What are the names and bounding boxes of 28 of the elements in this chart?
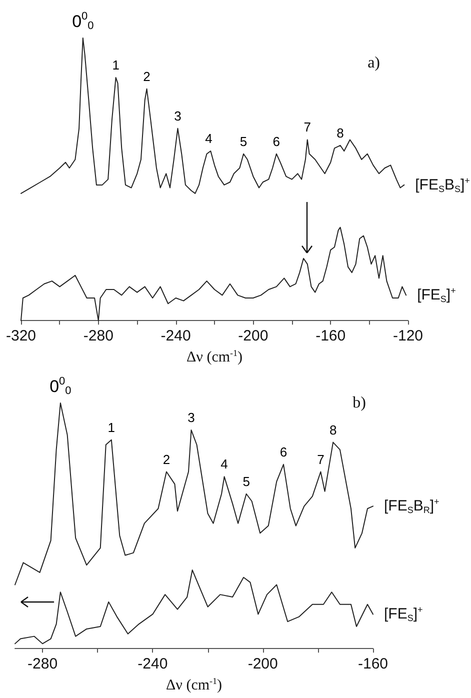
x-tick-label: -240 [160,328,191,345]
x-tick-label: -280 [28,656,58,673]
x-tick-label: -280 [83,328,114,345]
text: a) [368,54,380,72]
annotation: 3 [174,108,182,124]
annotation: 2 [143,68,150,84]
annotation: 3 [188,410,195,426]
x-tick-label: -200 [248,656,278,673]
annotation: 7 [317,452,324,467]
x-tick-label: -320 [6,328,36,345]
x-tick-label: -160 [316,328,346,345]
annotation: 6 [272,134,280,149]
annotation: 8 [329,422,337,438]
annotation: 6 [280,444,288,460]
annotation: 1 [108,420,115,435]
x-tick-label: -240 [138,656,168,673]
annotation: 1 [112,58,120,73]
annotation: 4 [205,131,212,146]
x-tick-label: -200 [238,328,268,345]
annotation: 2 [162,452,170,467]
x-tick-label: -120 [392,328,424,345]
annotation: 7 [304,120,311,135]
x-tick-label: -160 [358,656,388,673]
annotation: 5 [240,134,248,149]
annotation: 8 [336,125,344,140]
annotation: 4 [220,456,228,472]
chart-title: b) [352,394,366,412]
annotation: 5 [242,474,250,489]
